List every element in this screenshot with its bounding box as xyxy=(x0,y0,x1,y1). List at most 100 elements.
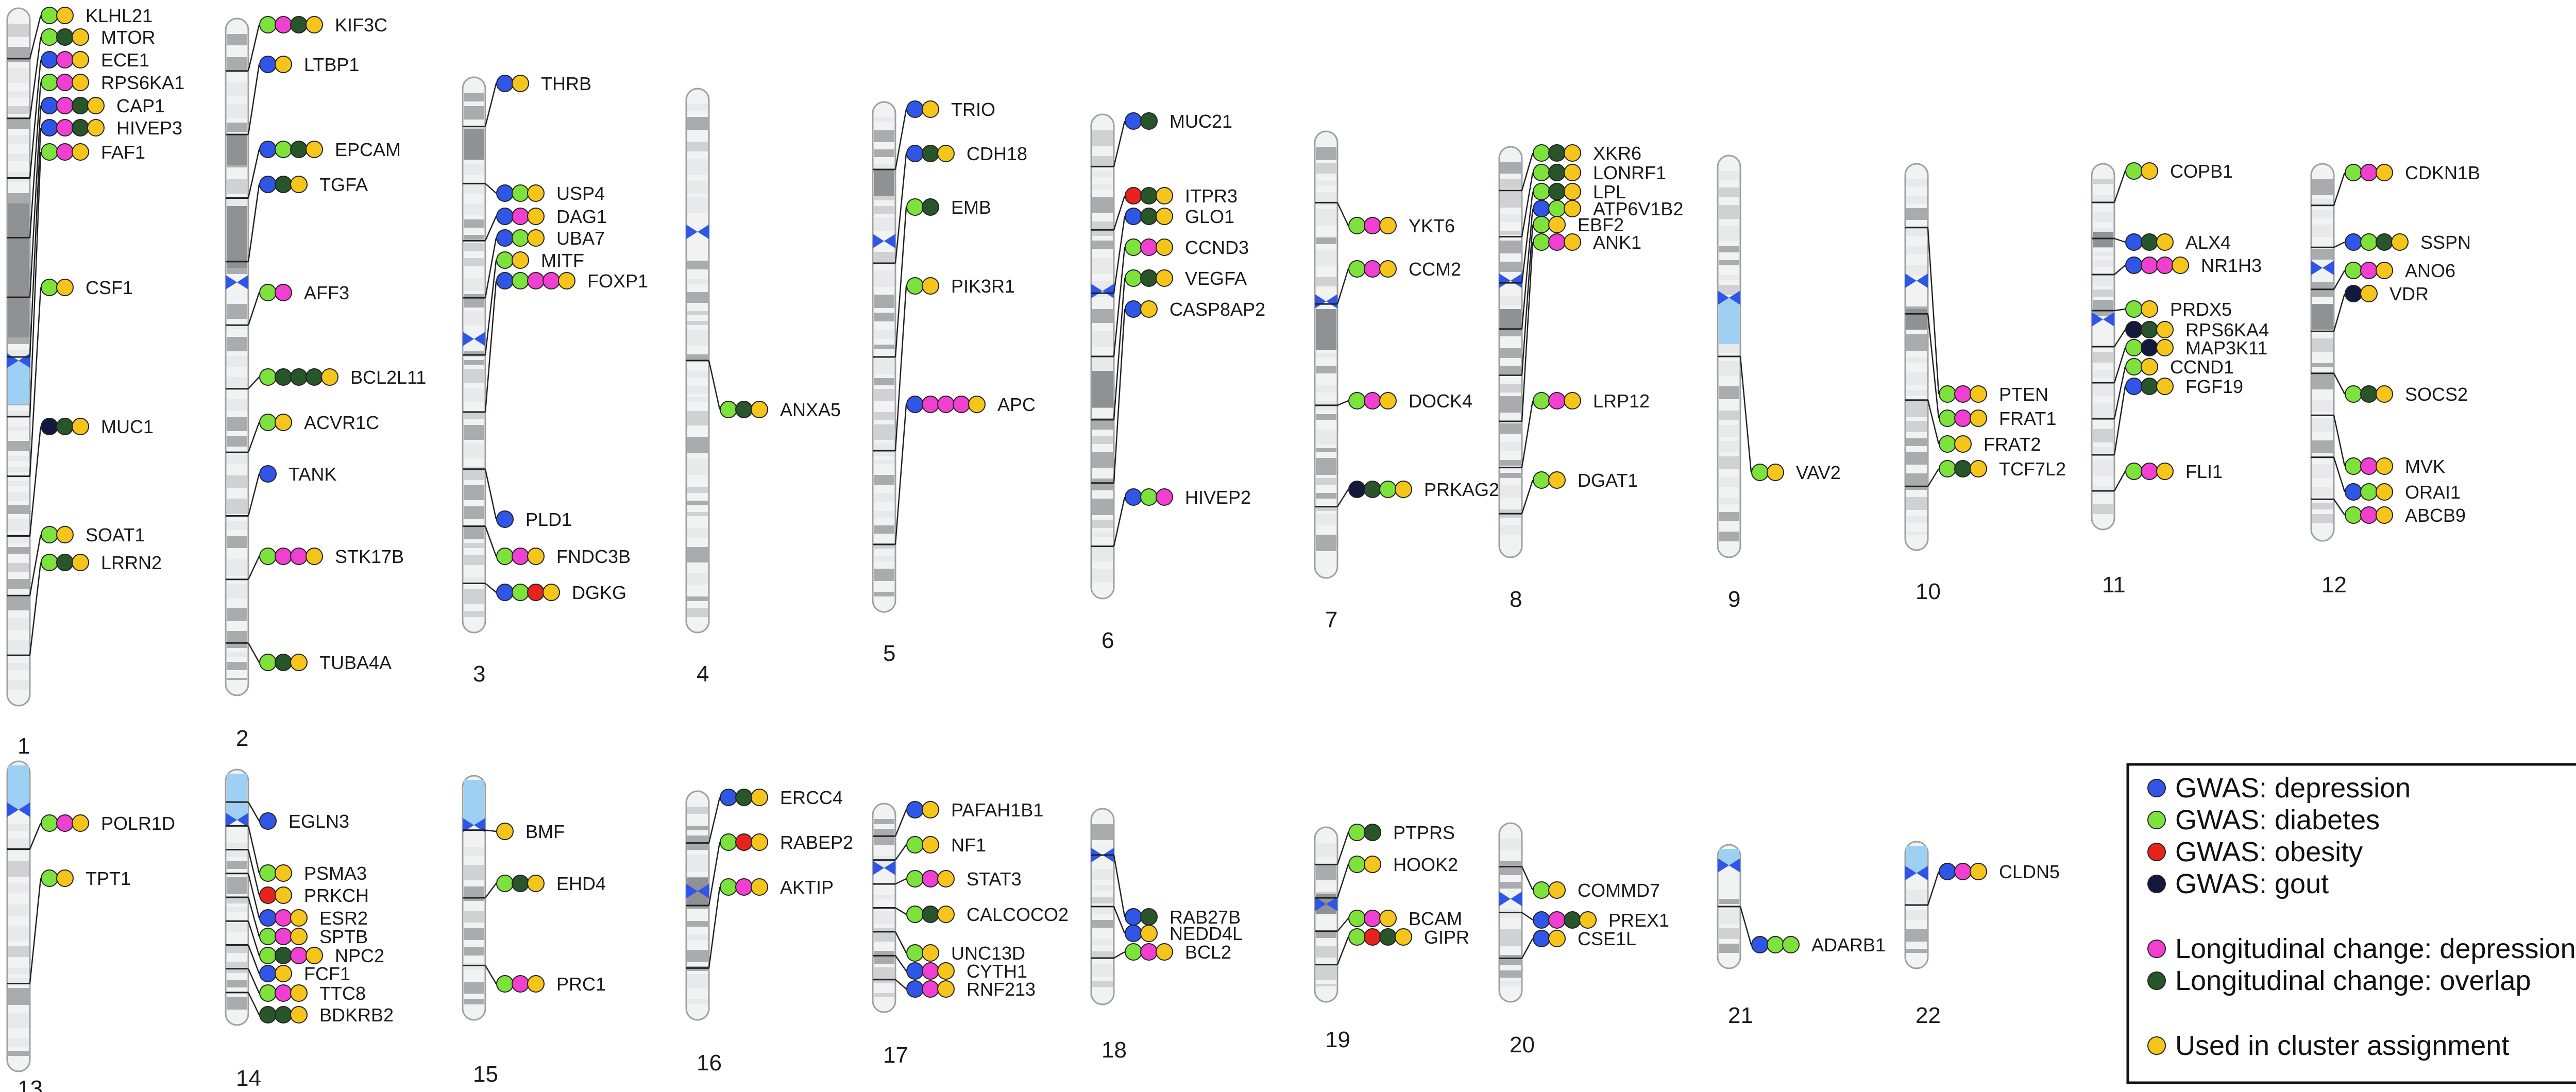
chromosome-band xyxy=(2312,374,2333,389)
association-dot-depression xyxy=(906,980,924,998)
association-dot-cluster xyxy=(1156,943,1173,961)
gene-label: EHD4 xyxy=(556,873,606,894)
chromosome-number: 19 xyxy=(1325,1027,1350,1052)
chromosome-band xyxy=(8,547,29,554)
chromosome-10: 10 PTEN FRAT1 FRAT2 TCF7L2 xyxy=(1904,163,2066,604)
association-dot-diabetes xyxy=(1767,936,1784,953)
association-dot-diabetes xyxy=(2345,385,2362,403)
legend-item-depression: GWAS: depression xyxy=(2147,773,2411,804)
leader-line xyxy=(29,823,42,849)
association-dot-diabetes xyxy=(1348,910,1366,927)
chromosome-band xyxy=(1500,485,1521,498)
gene-marker: FCF1 xyxy=(226,944,350,984)
association-dot-cluster xyxy=(275,965,292,982)
chromosome-band xyxy=(1092,371,1113,407)
chromosome-band xyxy=(1316,414,1336,420)
association-dot-gout xyxy=(2141,339,2158,356)
leader-line xyxy=(1927,314,1940,419)
association-dot-cluster xyxy=(1954,435,1972,453)
chromosome-band xyxy=(227,861,247,869)
chromosome-band xyxy=(1500,423,1521,434)
gene-label: SOAT1 xyxy=(86,524,145,545)
association-dot-cluster xyxy=(2156,321,2174,338)
chromosome-band xyxy=(1316,309,1336,350)
chromosome-number: 12 xyxy=(2321,572,2347,598)
gene-label: FOXP1 xyxy=(587,270,648,292)
chromosome-band xyxy=(1906,357,1927,363)
association-dot-diabetes xyxy=(259,864,277,882)
chromosome-band xyxy=(1092,869,1113,880)
chromosome-band xyxy=(1316,209,1336,226)
centromere xyxy=(7,803,30,817)
chromosome-band xyxy=(874,460,894,464)
gene-marker: ERCC4 xyxy=(686,787,843,844)
association-dot-cluster xyxy=(937,962,955,980)
chromosome-number: 15 xyxy=(473,1062,498,1087)
chromosome-band xyxy=(687,512,708,516)
gene-marker: SSPN xyxy=(2311,232,2471,253)
leader-line xyxy=(1927,400,1940,445)
chromosome-band xyxy=(464,425,484,440)
chromosome-band xyxy=(2093,459,2113,476)
legend-swatch xyxy=(2147,811,2166,829)
leader-line xyxy=(708,842,721,906)
gene-label: SOCS2 xyxy=(2405,384,2468,405)
gene-marker: DOCK4 xyxy=(1315,390,1472,412)
association-dot-depression xyxy=(259,909,277,927)
leader-line xyxy=(1336,864,1349,898)
chromosome-band xyxy=(227,123,247,132)
chromosome-band xyxy=(2093,447,2113,453)
association-dot-cluster xyxy=(2156,378,2174,395)
association-dot-longitudinal-depression xyxy=(56,814,74,832)
association-dot-obesity xyxy=(735,833,753,851)
chromosome-band xyxy=(1719,899,1739,904)
association-dot-depression xyxy=(41,97,58,114)
association-dot-depression xyxy=(1533,930,1550,947)
association-dot-longitudinal-overlap xyxy=(306,368,323,386)
chromosome-band xyxy=(227,608,247,621)
chromosome-band xyxy=(227,559,247,576)
association-dot-diabetes xyxy=(496,251,514,269)
chromosome-band xyxy=(464,360,484,365)
chromosome-band xyxy=(464,106,484,120)
chromosome-band xyxy=(1316,946,1336,958)
gene-marker: VEGFA xyxy=(1091,268,1247,421)
gene-label: CCND1 xyxy=(2170,356,2234,378)
gene-marker: MTOR xyxy=(7,27,155,120)
gene-marker: VDR xyxy=(2311,283,2429,332)
chromosome-band xyxy=(227,631,247,648)
chromosome-band xyxy=(1500,929,1521,946)
association-dot-longitudinal-depression xyxy=(922,396,939,413)
association-dot-longitudinal-depression xyxy=(1364,217,1381,234)
leader-line xyxy=(1521,172,1534,237)
association-dot-cluster xyxy=(306,947,323,964)
association-dot-cluster xyxy=(937,906,955,923)
legend-swatch xyxy=(2147,1036,2166,1055)
association-dot-longitudinal-depression xyxy=(1548,233,1566,251)
legend-item-longitudinal-overlap: Longitudinal change: overlap xyxy=(2147,965,2531,996)
chromosome-band xyxy=(1316,385,1336,393)
gene-label: GIPR xyxy=(1424,927,1469,948)
gene-label: PIK3R1 xyxy=(951,276,1015,297)
leader-line xyxy=(1113,121,1126,167)
centromere xyxy=(686,225,709,239)
association-dot-depression xyxy=(906,145,924,162)
association-dot-longitudinal-overlap xyxy=(2360,385,2378,403)
chromosome-band xyxy=(227,206,247,268)
association-dot-longitudinal-overlap xyxy=(1548,144,1566,162)
chromosome-band xyxy=(1092,885,1113,891)
chromosome-band xyxy=(687,974,708,988)
association-dot-diabetes xyxy=(1348,928,1366,946)
leader-line xyxy=(247,184,260,262)
chromosome-band xyxy=(1092,331,1113,347)
association-dot-diabetes xyxy=(1348,260,1366,278)
gene-label: PREX1 xyxy=(1608,910,1669,931)
association-dot-longitudinal-depression xyxy=(1140,238,1158,256)
association-dot-cluster xyxy=(922,944,939,962)
association-dot-cluster xyxy=(937,870,955,888)
association-dot-cluster xyxy=(937,980,955,998)
association-dot-diabetes xyxy=(2125,162,2143,180)
leader-line xyxy=(2114,308,2126,312)
gene-label: HIVEP2 xyxy=(1185,487,1251,508)
leader-line xyxy=(2333,415,2346,467)
